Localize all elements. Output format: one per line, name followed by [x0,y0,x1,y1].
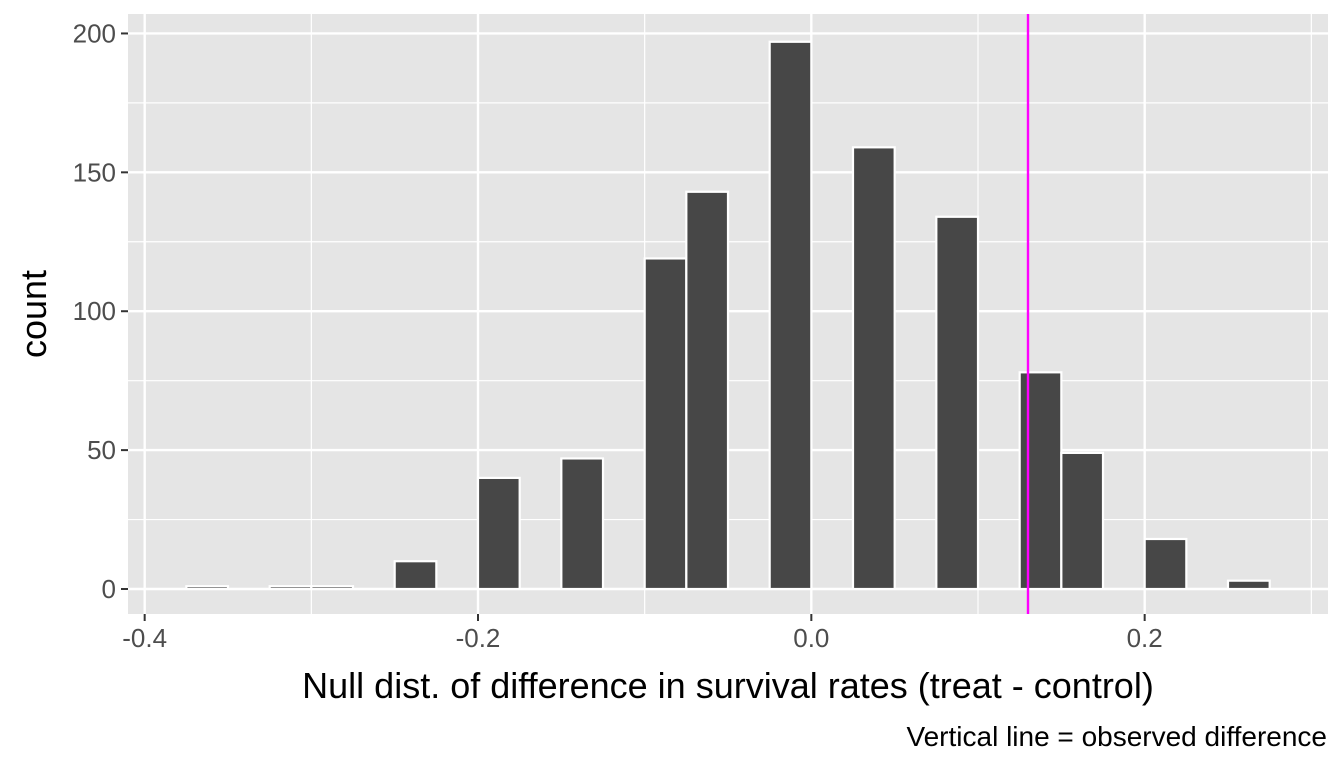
x-tick-label: -0.4 [122,623,167,653]
x-tick-label: -0.2 [456,623,501,653]
y-axis-title: count [13,270,54,358]
histogram-bar [685,190,730,591]
histogram-bar [935,215,980,591]
x-tick-label: 0.0 [793,623,829,653]
histogram-bar [768,40,813,591]
histogram-bar [1226,579,1271,591]
histogram-bar [310,585,355,591]
histogram-bar [393,560,438,591]
histogram-bar [1060,451,1105,591]
y-tick-label: 200 [73,18,116,48]
histogram-bar [268,585,313,591]
histogram-bar [1018,371,1063,591]
histogram-bars [185,40,1271,591]
y-tick-label: 150 [73,157,116,187]
chart-caption: Vertical line = observed difference [906,721,1327,752]
x-axis: -0.4 -0.2 0.0 0.2 [122,614,1163,653]
y-tick-label: 50 [87,435,116,465]
x-axis-title: Null dist. of difference in survival rat… [302,665,1154,706]
histogram-bar [560,457,605,591]
histogram-bar [643,257,688,591]
y-axis: 0 50 100 150 200 [73,18,128,604]
y-tick-label: 100 [73,296,116,326]
histogram-bar [185,585,230,591]
x-tick-label: 0.2 [1127,623,1163,653]
y-tick-label: 0 [102,574,116,604]
histogram-bar [851,146,896,591]
histogram-bar [476,476,521,591]
histogram-bar [1143,537,1188,591]
